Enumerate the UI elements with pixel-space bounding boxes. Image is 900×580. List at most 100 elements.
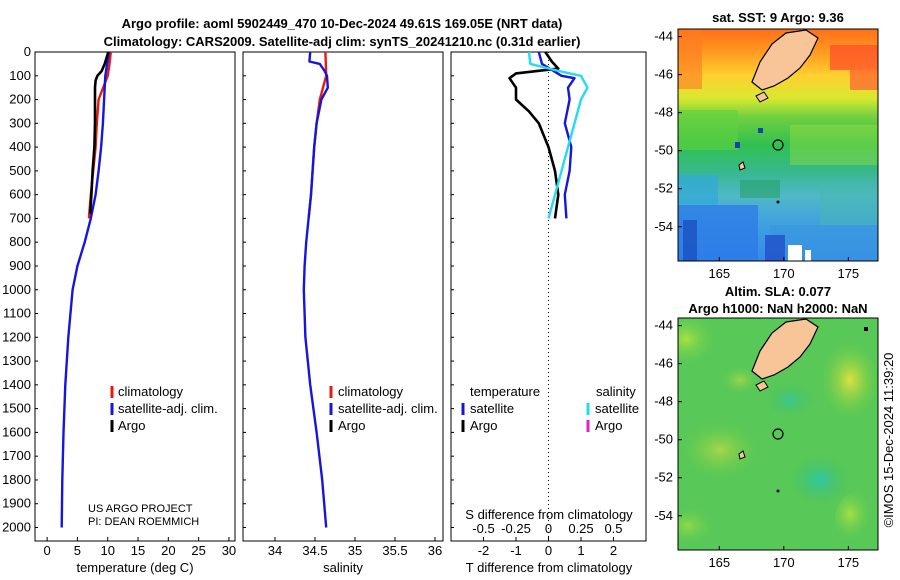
x-tick-label: 30 [222, 543, 236, 558]
legend-label-argo-2: Argo [338, 418, 365, 433]
series-line-argo [88, 51, 110, 214]
depth-tick-label: 700 [9, 210, 31, 225]
map2-frame [677, 317, 879, 551]
x-tick-label: -2 [478, 543, 490, 558]
depth-tick-label: 1300 [2, 353, 31, 368]
x-tick-label: 1 [577, 543, 584, 558]
map1-title: sat. SST: 9 Argo: 9.36 [712, 10, 844, 25]
series-line-temperature-satellite [537, 51, 576, 219]
legend-label-temp-argo: Argo [470, 418, 497, 433]
depth-tick-label: 200 [9, 92, 31, 107]
legend-salinity: climatology satellite-adj. clim. Argo [329, 384, 438, 433]
depth-tick-label: 300 [9, 115, 31, 130]
lat-tick-label: -46 [654, 67, 673, 82]
xlabel-salinity: salinity [323, 560, 363, 575]
depth-tick-label: 500 [9, 163, 31, 178]
x-tick-label: 36 [428, 543, 442, 558]
lon-tick-label: 175 [837, 555, 859, 570]
map2-argo-marker [772, 428, 784, 440]
series-line-temperature-argo [508, 51, 560, 219]
secondary-tick-label: 0.5 [604, 521, 622, 536]
legend-label-climatology: climatology [118, 384, 184, 399]
depth-tick-label: 1800 [2, 472, 31, 487]
x-tick-label: 2 [610, 543, 617, 558]
figure-title-line1: Argo profile: aoml 5902449_470 10-Dec-20… [122, 16, 563, 31]
depth-tick-label: 1700 [2, 448, 31, 463]
depth-tick-label: 1400 [2, 377, 31, 392]
panel-temperature [34, 51, 236, 542]
legend-difference: temperature salinity satellite Argo sate… [461, 384, 639, 433]
legend-temperature: climatology satellite-adj. clim. Argo [110, 384, 218, 433]
map2-title-line1: Altim. SLA: 0.077 [725, 284, 831, 299]
depth-tick-label: 1600 [2, 424, 31, 439]
x-tick-label: 35 [348, 543, 362, 558]
x-tick-label: 0 [545, 543, 552, 558]
map1-frame [677, 28, 879, 262]
depth-tick-label: 2000 [2, 520, 31, 535]
legend-label-satellite: satellite-adj. clim. [118, 401, 218, 416]
xlabel-temperature: temperature (deg C) [76, 560, 193, 575]
series-line-salinity-satellite [527, 51, 589, 219]
salinity-series [302, 51, 329, 528]
panel-salinity [242, 51, 444, 542]
difference-series [508, 51, 589, 219]
copyright-text: ©IMOS 15-Dec-2024 11:39:20 [881, 353, 896, 528]
legend-label-sal-satellite: satellite [595, 401, 639, 416]
secondary-tick-label: 0.25 [568, 521, 593, 536]
series-line-satellite-adj-clim- [60, 51, 111, 528]
lat-tick-label: -50 [654, 143, 673, 158]
x-tick-label: 20 [161, 543, 175, 558]
depth-tick-label: 1200 [2, 329, 31, 344]
x-tick-label: 10 [100, 543, 114, 558]
legend-label-climatology-2: climatology [338, 384, 404, 399]
x-tick-label: 25 [191, 543, 205, 558]
map2-title-line2: Argo h1000: NaN h2000: NaN [688, 301, 867, 316]
legend-label-satellite-2: satellite-adj. clim. [338, 401, 438, 416]
depth-tick-label: 1500 [2, 401, 31, 416]
x-axis-difference: -2 -1 0 1 2 [478, 537, 617, 558]
legend-label-argo: Argo [118, 418, 145, 433]
credit-line1: US ARGO PROJECT [88, 503, 193, 515]
series-line-satellite-adj-clim- [302, 51, 329, 528]
lon-tick-label: 165 [708, 266, 730, 281]
lat-tick-label: -48 [654, 394, 673, 409]
depth-tick-label: 0 [24, 44, 31, 59]
x-tick-label: 34 [268, 543, 282, 558]
lat-tick-label: -52 [654, 470, 673, 485]
figure-title-line2: Climatology: CARS2009. Satellite-adj cli… [104, 34, 581, 49]
lon-tick-label: 170 [773, 555, 795, 570]
depth-tick-label: 900 [9, 258, 31, 273]
x-tick-label: 15 [131, 543, 145, 558]
lat-tick-label: -48 [654, 105, 673, 120]
xlabel-salinity-difference: S difference from climatology [465, 507, 633, 522]
lat-tick-label: -50 [654, 432, 673, 447]
lat-tick-label: -54 [654, 219, 673, 234]
x-tick-label: 0 [44, 543, 51, 558]
map2-axes: -44 -46 -48 -50 -52 -54 165 170 175 [654, 318, 859, 570]
map2-sla [678, 318, 878, 550]
x-axis-salinity: 34 34.5 35 35.5 36 [268, 537, 442, 558]
x-axis-temperature: 0 5 10 15 20 25 30 [44, 537, 236, 558]
secondary-tick-label: -0.5 [472, 521, 494, 536]
lat-tick-label: -54 [654, 508, 673, 523]
depth-tick-label: 600 [9, 187, 31, 202]
lat-tick-label: -52 [654, 181, 673, 196]
lon-tick-label: 165 [708, 555, 730, 570]
map1-sst [678, 29, 878, 261]
depth-tick-label: 1900 [2, 496, 31, 511]
depth-tick-label: 1100 [3, 306, 31, 321]
secondary-tick-label: -0.25 [501, 521, 531, 536]
legend-label-sal-argo: Argo [595, 418, 622, 433]
depth-tick-label: 1000 [2, 282, 31, 297]
lon-tick-label: 175 [837, 266, 859, 281]
legend-header-temperature: temperature [470, 384, 540, 399]
x-tick-label: 35.5 [382, 543, 407, 558]
depth-tick-label: 800 [9, 234, 31, 249]
lat-tick-label: -46 [654, 356, 673, 371]
xlabel-difference: T difference from climatology [466, 560, 633, 575]
x-tick-label: -1 [510, 543, 522, 558]
legend-label-temp-satellite: satellite [470, 401, 514, 416]
depth-tick-label: 100 [9, 68, 31, 83]
credit-line2: PI: DEAN ROEMMICH [88, 516, 199, 528]
